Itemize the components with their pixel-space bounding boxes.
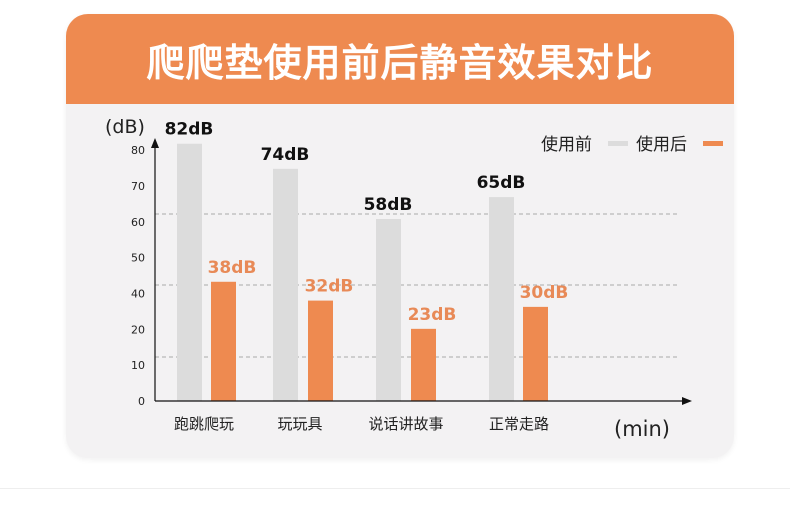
- legend-before-swatch: [608, 141, 628, 146]
- y-tick-label: 40: [131, 287, 145, 300]
- data-label: 58dB: [364, 195, 413, 215]
- y-tick-label: 60: [131, 216, 145, 229]
- data-label: 82dB: [165, 120, 214, 140]
- bar-after: [523, 306, 548, 401]
- chart-title: 爬爬垫使用前后静音效果对比: [146, 40, 654, 85]
- x-axis-label: (min): [614, 417, 670, 441]
- data-label: 23dB: [408, 305, 457, 325]
- data-label: 74dB: [261, 145, 310, 165]
- x-category-label: 玩玩具: [277, 415, 322, 433]
- y-tick-label: 0: [138, 395, 145, 408]
- bar-after: [211, 281, 236, 401]
- legend-after-label: 使用后: [636, 134, 687, 155]
- y-tick-label: 80: [131, 144, 145, 157]
- y-tick-label: 70: [131, 180, 145, 193]
- y-axis-arrow-icon: [151, 138, 159, 148]
- y-tick-label: 20: [131, 323, 145, 336]
- y-tick-label: 10: [131, 359, 145, 372]
- data-label: 30dB: [520, 283, 569, 303]
- x-axis-arrow-icon: [682, 397, 692, 405]
- bar-after: [411, 328, 436, 401]
- x-category-label: 说话讲故事: [368, 415, 443, 433]
- y-tick-label: 50: [131, 252, 145, 265]
- data-label: 65dB: [477, 173, 526, 193]
- divider: [0, 488, 790, 489]
- chart-header: 爬爬垫使用前后静音效果对比: [66, 14, 734, 104]
- bar-after: [308, 300, 333, 401]
- bar-before: [273, 168, 298, 401]
- y-axis-label: (dB): [105, 116, 145, 138]
- legend-after-swatch: [703, 141, 723, 146]
- x-category-label: 正常走路: [489, 415, 549, 433]
- bar-before: [489, 197, 514, 401]
- bar-before: [177, 143, 202, 401]
- bar-before: [376, 219, 401, 401]
- data-label: 38dB: [208, 258, 257, 278]
- x-category-label: 跑跳爬玩: [174, 415, 234, 433]
- legend-before-label: 使用前: [541, 134, 592, 155]
- data-label: 32dB: [305, 277, 354, 297]
